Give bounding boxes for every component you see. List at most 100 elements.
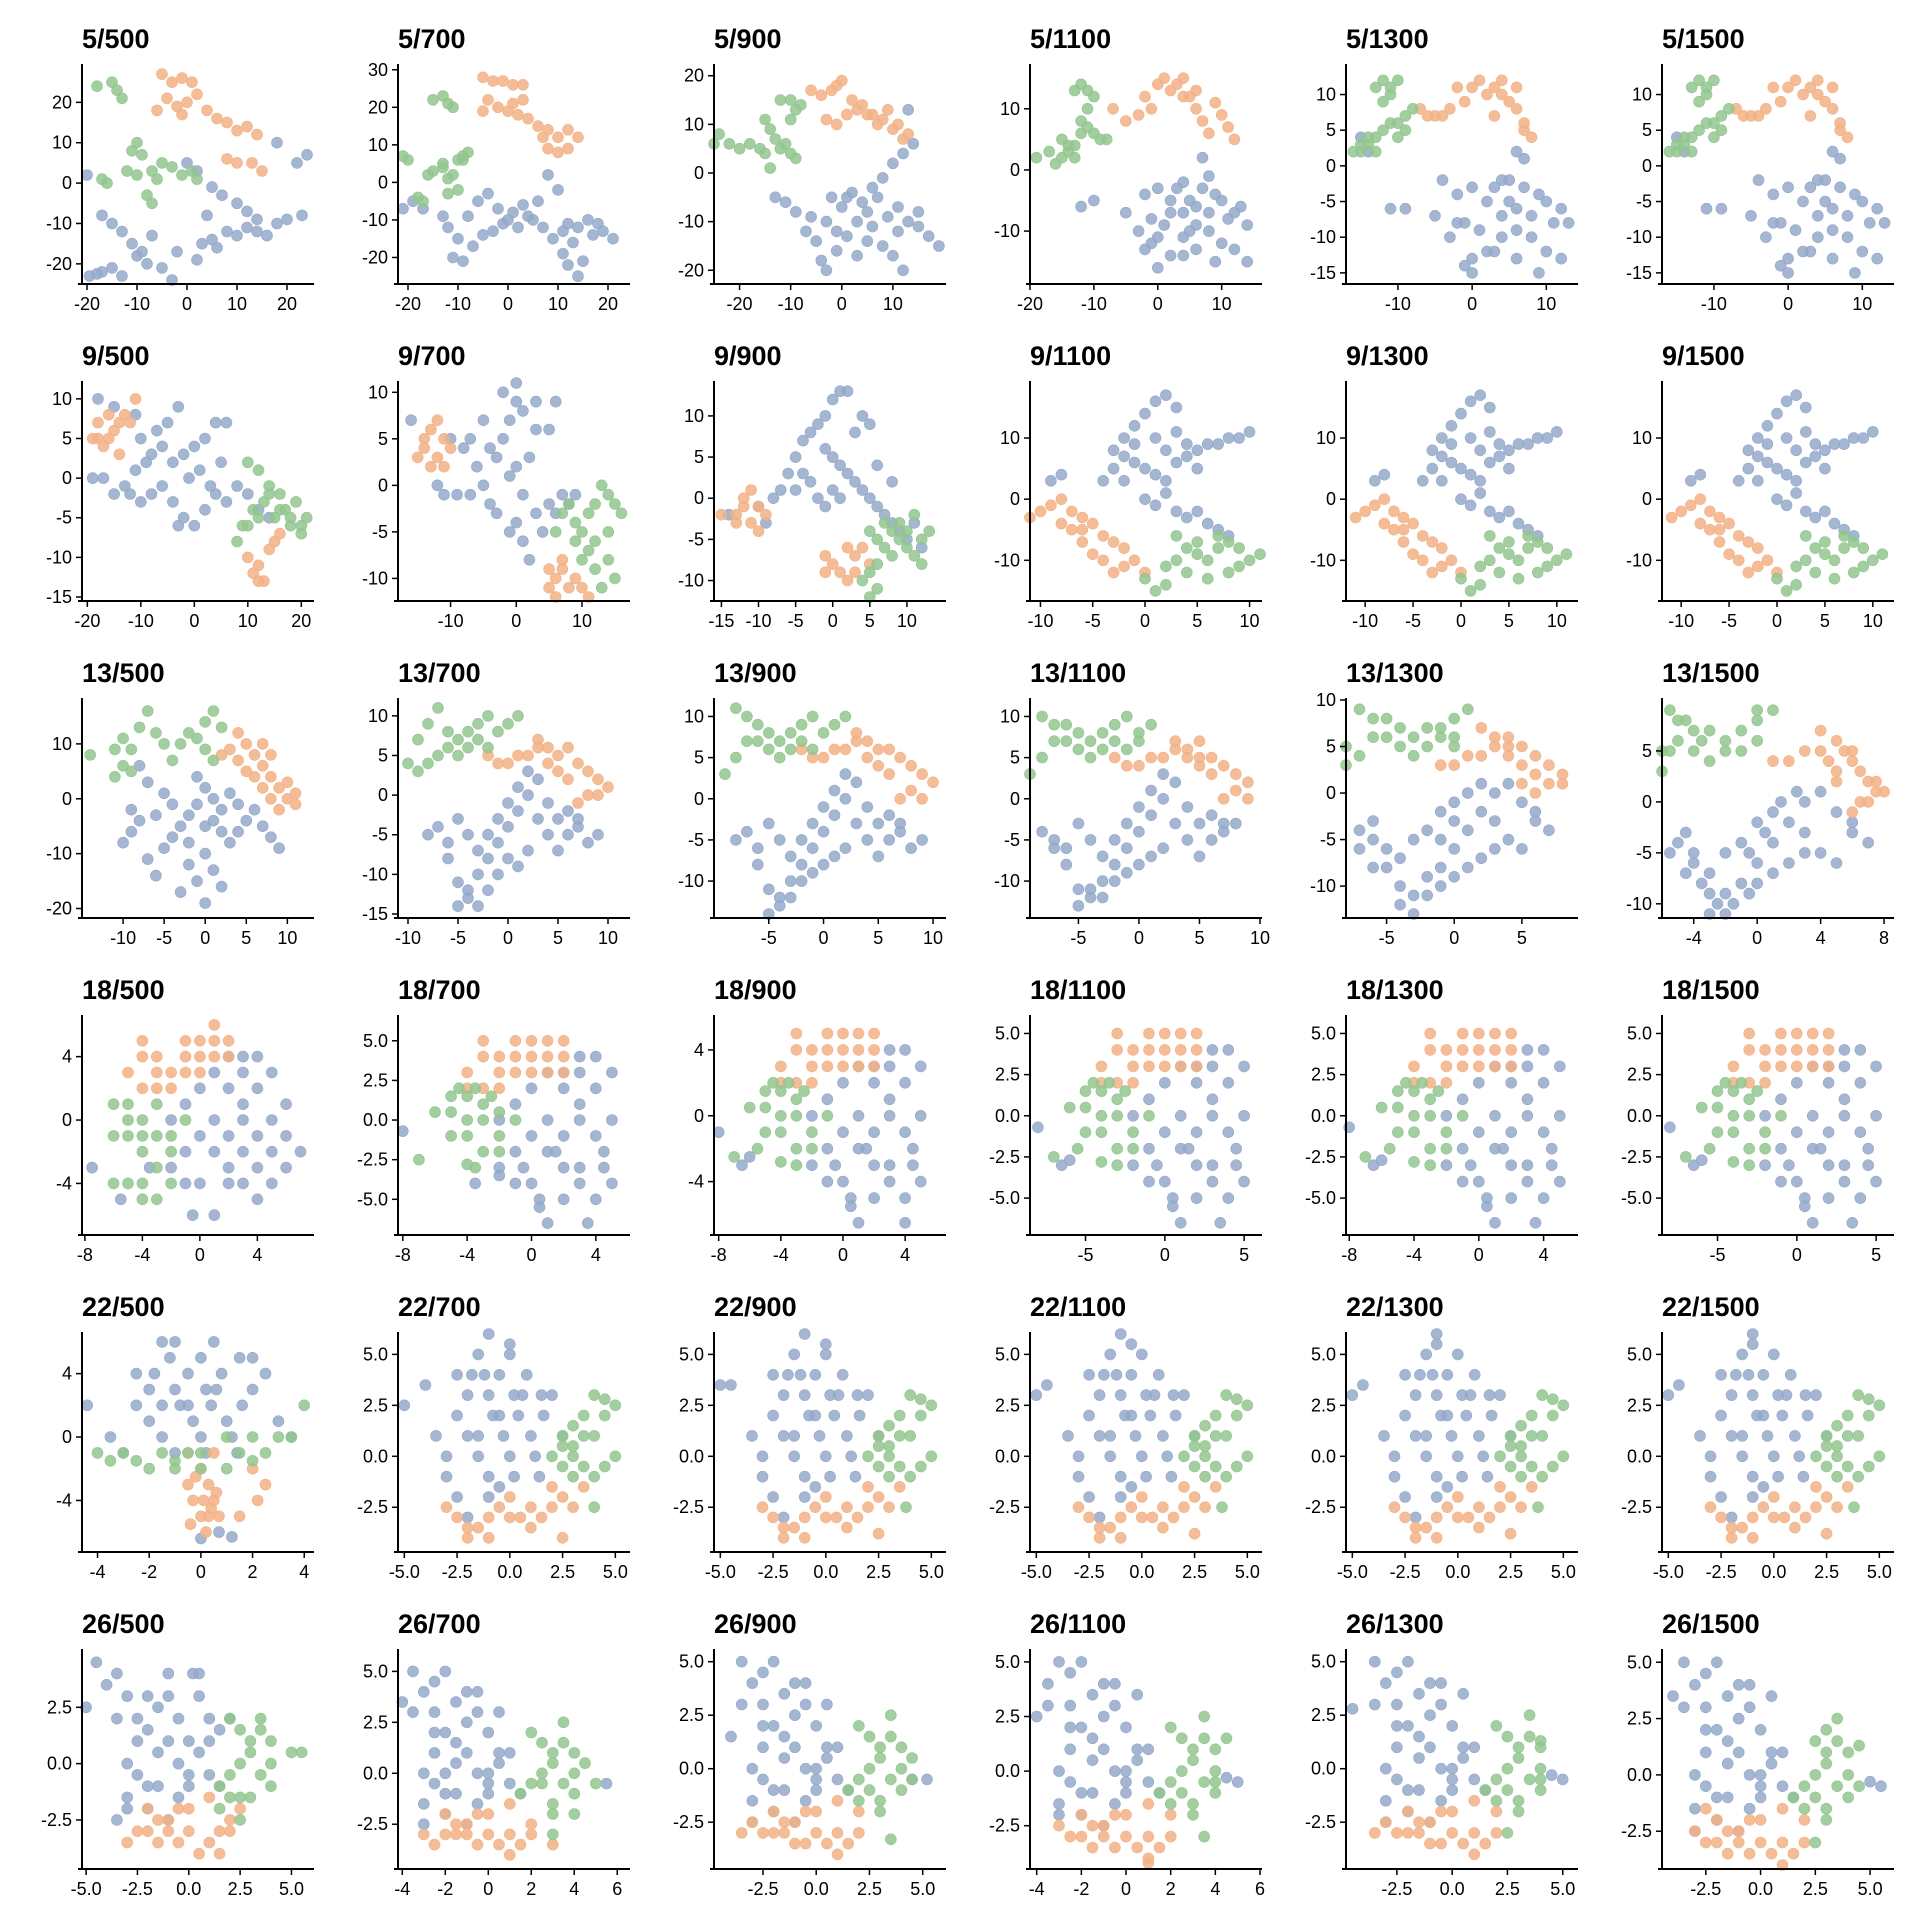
panel-title: 18/500 [82, 975, 165, 1005]
y-tick-label: 4 [62, 1364, 72, 1384]
data-point [1689, 1825, 1701, 1837]
data-point [777, 1532, 790, 1544]
x-tick-label: -2.5 [442, 1562, 473, 1582]
data-point [1136, 1450, 1148, 1463]
data-point [1108, 735, 1121, 748]
data-point [1736, 1521, 1748, 1534]
x-tick-label: -5 [1078, 1245, 1094, 1265]
data-point [461, 1090, 474, 1103]
data-point [1079, 1126, 1092, 1138]
data-point [1767, 867, 1779, 880]
data-point [525, 1726, 538, 1739]
data-point [1231, 1460, 1243, 1473]
data-point [193, 1746, 205, 1759]
data-point [1743, 1142, 1755, 1155]
data-point [1703, 755, 1716, 767]
data-point [1222, 1192, 1235, 1204]
data-point [493, 1409, 506, 1422]
data-point [222, 1035, 235, 1047]
data-point [1399, 202, 1412, 215]
data-point [1503, 505, 1515, 518]
data-point [1457, 1741, 1469, 1754]
data-point [280, 1161, 292, 1174]
data-point [503, 414, 516, 427]
data-point [736, 1159, 748, 1171]
y-tick-label: -2.5 [1621, 1497, 1652, 1517]
data-point [1353, 824, 1366, 837]
data-point [1394, 852, 1406, 865]
data-point [595, 479, 608, 492]
data-point [222, 1177, 235, 1190]
data-point [1391, 1698, 1403, 1711]
data-point [1746, 1532, 1759, 1544]
data-point [1484, 530, 1496, 542]
data-point [1757, 1501, 1770, 1513]
y-tick-label: 0 [62, 1427, 72, 1447]
scatter-panel: 18/900-8 -4 0 4-404 [688, 975, 946, 1265]
data-point [1183, 194, 1196, 207]
data-point [576, 526, 588, 538]
data-point [799, 1762, 812, 1775]
data-point [107, 1130, 120, 1142]
data-point [1030, 1710, 1043, 1723]
data-point [790, 1142, 803, 1155]
data-point [1399, 124, 1412, 136]
data-point [1349, 511, 1362, 524]
x-tick-label: -4 [1686, 928, 1702, 948]
data-point [183, 1825, 195, 1837]
data-point [573, 1066, 586, 1079]
data-point [1445, 456, 1458, 469]
data-point [893, 533, 906, 546]
data-point [856, 574, 869, 587]
data-point [856, 541, 869, 554]
scatter-panel: 13/1500-4 0 4 8-10-505 [1626, 658, 1894, 948]
data-point [1132, 225, 1145, 237]
data-point [1191, 444, 1204, 457]
x-tick-label: 8 [1879, 928, 1889, 948]
data-point [150, 727, 162, 739]
data-point [136, 1035, 149, 1047]
data-point [1515, 1440, 1527, 1452]
data-point [819, 1491, 832, 1503]
data-point [828, 718, 841, 731]
data-point [1545, 1142, 1558, 1155]
data-point [233, 1510, 246, 1523]
data-point [274, 527, 286, 540]
scatter-panel: 22/700-5.0 -2.5 0.0 2.5 5.0-2.50.02.55.0 [357, 1292, 630, 1582]
data-point [1165, 1470, 1178, 1483]
data-point [208, 1447, 220, 1459]
data-point [789, 1677, 801, 1689]
y-tick-label: 4 [62, 1047, 72, 1067]
data-point [1489, 1110, 1501, 1122]
data-point [1096, 891, 1109, 904]
data-point [1164, 1830, 1177, 1843]
data-point [156, 440, 168, 453]
y-tick-label: -2.5 [673, 1497, 704, 1517]
x-tick-label: -8 [1341, 1245, 1357, 1265]
data-point [556, 553, 569, 566]
data-point [204, 480, 217, 492]
data-point [1107, 103, 1119, 115]
data-point [730, 834, 742, 846]
data-point [1391, 1741, 1403, 1754]
data-point [606, 1177, 618, 1190]
data-point [826, 484, 839, 496]
scatter-panel: 18/1300-8 -4 0 4-5.0-2.50.02.55.0 [1305, 975, 1578, 1265]
data-point [862, 1389, 874, 1401]
data-point [1220, 1732, 1233, 1745]
data-point [1108, 834, 1121, 846]
data-point [552, 844, 564, 857]
data-point [1203, 225, 1215, 237]
data-point [819, 549, 832, 562]
y-tick-label: 0.0 [995, 1446, 1020, 1466]
data-point [1159, 1027, 1171, 1040]
y-tick-label: 5 [1010, 748, 1020, 768]
data-point [1222, 566, 1235, 579]
data-point [569, 488, 582, 501]
data-point [826, 393, 839, 406]
y-tick-label: 5.0 [363, 1031, 388, 1051]
data-point [1854, 1126, 1867, 1138]
data-point [1820, 1802, 1833, 1815]
data-point [176, 108, 188, 121]
data-point [1426, 536, 1439, 548]
